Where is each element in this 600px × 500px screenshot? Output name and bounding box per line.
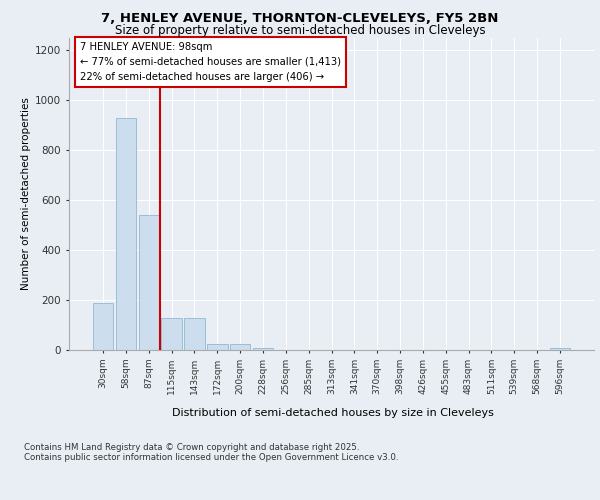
Bar bbox=[207, 344, 227, 350]
Bar bbox=[230, 344, 250, 350]
Bar bbox=[253, 348, 273, 350]
Bar bbox=[116, 118, 136, 350]
Bar bbox=[550, 348, 570, 350]
Text: Size of property relative to semi-detached houses in Cleveleys: Size of property relative to semi-detach… bbox=[115, 24, 485, 37]
Text: 7, HENLEY AVENUE, THORNTON-CLEVELEYS, FY5 2BN: 7, HENLEY AVENUE, THORNTON-CLEVELEYS, FY… bbox=[101, 12, 499, 24]
Text: Contains HM Land Registry data © Crown copyright and database right 2025.
Contai: Contains HM Land Registry data © Crown c… bbox=[24, 442, 398, 462]
Y-axis label: Number of semi-detached properties: Number of semi-detached properties bbox=[21, 98, 31, 290]
Bar bbox=[184, 318, 205, 350]
Bar bbox=[139, 215, 159, 350]
Bar bbox=[93, 302, 113, 350]
Text: Distribution of semi-detached houses by size in Cleveleys: Distribution of semi-detached houses by … bbox=[172, 408, 494, 418]
Bar bbox=[161, 318, 182, 350]
Text: 7 HENLEY AVENUE: 98sqm
← 77% of semi-detached houses are smaller (1,413)
22% of : 7 HENLEY AVENUE: 98sqm ← 77% of semi-det… bbox=[79, 42, 341, 82]
